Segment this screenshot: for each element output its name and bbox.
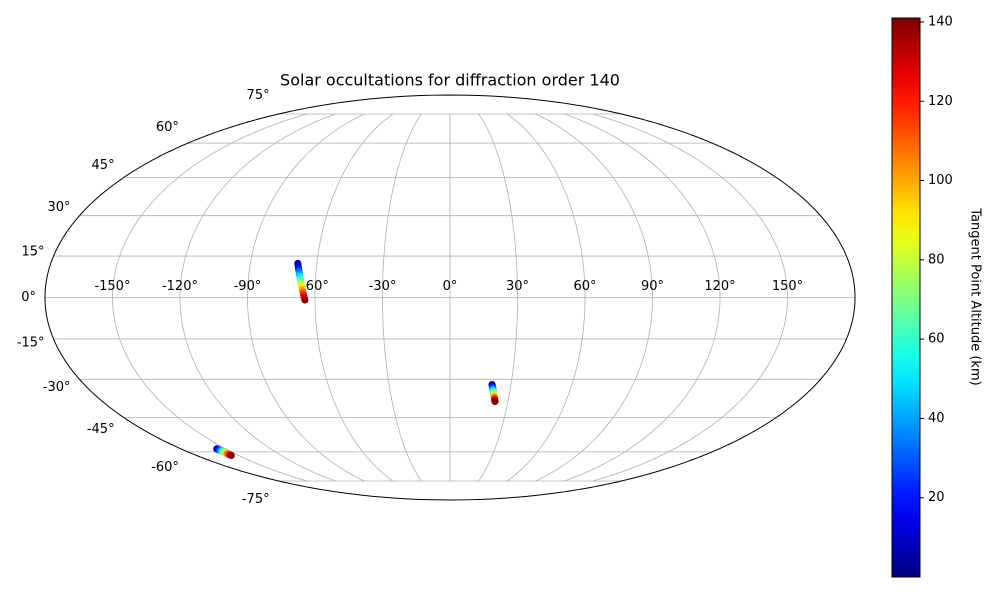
y-tick-label: 15° bbox=[22, 244, 45, 259]
y-tick-label: -60° bbox=[151, 460, 179, 475]
colorbar-tick-label: 80 bbox=[928, 252, 945, 267]
y-tick-label: -45° bbox=[87, 422, 115, 437]
x-tick-label: -60° bbox=[301, 279, 329, 294]
data-point bbox=[301, 296, 309, 304]
x-tick-label: 120° bbox=[704, 279, 735, 294]
y-tick-label: -15° bbox=[17, 336, 45, 351]
data-point bbox=[491, 397, 499, 406]
x-tick-label: -150° bbox=[94, 279, 130, 294]
grid-line bbox=[506, 113, 586, 482]
x-tick-label: 30° bbox=[506, 279, 529, 294]
colorbar-tick-label: 60 bbox=[928, 332, 945, 347]
grid-line bbox=[247, 113, 365, 482]
x-tick-label: 150° bbox=[772, 279, 803, 294]
x-tick-label: -30° bbox=[369, 279, 397, 294]
colorbar-tick-label: 120 bbox=[928, 94, 953, 109]
grid-line bbox=[179, 113, 336, 482]
y-tick-label: 75° bbox=[247, 88, 270, 103]
grid-line bbox=[535, 113, 653, 482]
x-tick-label: -120° bbox=[162, 279, 198, 294]
y-tick-label: 30° bbox=[47, 200, 70, 215]
grid-line bbox=[478, 113, 518, 482]
map-boundary bbox=[44, 94, 856, 501]
colorbar-tick-label: 100 bbox=[928, 173, 953, 188]
y-tick-label: 0° bbox=[21, 290, 36, 305]
y-tick-label: -30° bbox=[43, 380, 71, 395]
grid-line bbox=[112, 113, 308, 482]
colorbar bbox=[891, 17, 921, 578]
x-tick-label: 0° bbox=[443, 279, 458, 294]
y-tick-label: 45° bbox=[92, 158, 115, 173]
chart-title: Solar occultations for diffraction order… bbox=[280, 71, 620, 90]
y-tick-label: -75° bbox=[242, 492, 270, 507]
grid-line bbox=[564, 113, 721, 482]
x-tick-label: 60° bbox=[573, 279, 596, 294]
data-point bbox=[227, 451, 235, 460]
colorbar-tick-label: 20 bbox=[928, 490, 945, 505]
colorbar-tick-label: 140 bbox=[928, 14, 953, 29]
y-tick-label: 60° bbox=[156, 120, 179, 135]
x-tick-label: -90° bbox=[234, 279, 262, 294]
colorbar-label: Tangent Point Altitude (km) bbox=[968, 207, 983, 385]
grid-line bbox=[592, 113, 788, 482]
grid-line bbox=[382, 113, 422, 482]
colorbar-tick-label: 40 bbox=[928, 411, 945, 426]
x-tick-label: 90° bbox=[641, 279, 664, 294]
grid-line bbox=[314, 113, 394, 482]
